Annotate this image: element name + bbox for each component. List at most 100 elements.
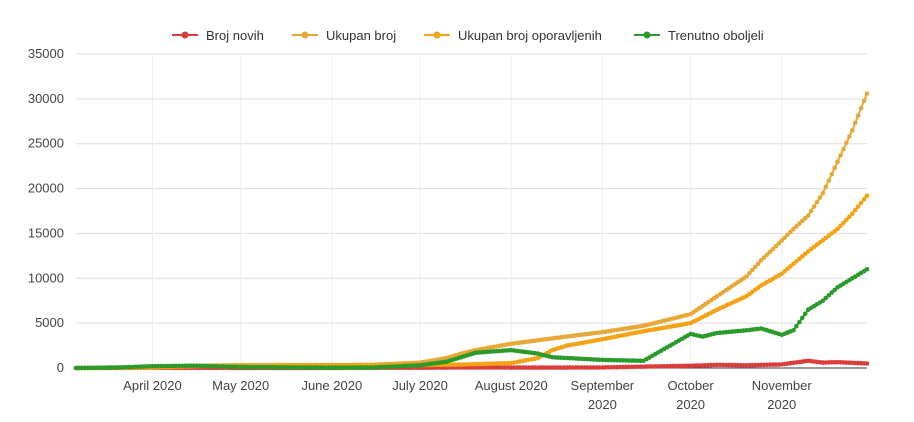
x-tick-label: November [752, 378, 813, 393]
data-point [811, 204, 817, 209]
legend-swatch-marker [433, 31, 441, 39]
data-point [864, 267, 870, 272]
y-tick-label: 15000 [28, 225, 64, 240]
data-point [838, 223, 843, 229]
legend-label: Broj novih [206, 28, 264, 43]
data-point [764, 252, 770, 257]
x-tick-label: May 2020 [212, 378, 269, 393]
data-point [829, 290, 834, 295]
x-axis: April 2020 May 2020 June 2020 July 2020 Augu… [123, 378, 812, 412]
data-point [850, 211, 855, 216]
x-tick-label: October [667, 378, 714, 393]
series-trenutno-oboljeli [73, 267, 870, 371]
x-tick-label: 2020 [767, 397, 796, 412]
y-tick-label: 0 [57, 360, 64, 375]
data-point [788, 229, 793, 235]
data-point [852, 120, 858, 126]
data-point [847, 214, 852, 219]
data-point [808, 208, 814, 214]
data-point [820, 190, 826, 196]
y-tick-label: 20000 [28, 181, 64, 196]
data-point [773, 243, 779, 249]
series-line [76, 93, 868, 369]
legend[interactable]: Broj novih Ukupan broj Ukupan broj oporavl… [172, 28, 764, 43]
legend-label: Ukupan broj [326, 28, 396, 43]
data-point [770, 246, 776, 252]
data-point [864, 361, 870, 366]
data-point [800, 315, 805, 321]
data-point [835, 159, 840, 164]
data-point [864, 193, 870, 198]
y-tick-label: 30000 [28, 91, 64, 106]
data-point [750, 267, 755, 273]
legend-label: Trenutno oboljeli [668, 28, 764, 43]
data-point [855, 204, 861, 209]
y-tick-label: 10000 [28, 270, 64, 285]
data-point [791, 328, 796, 333]
data-point [761, 255, 767, 260]
data-point [864, 91, 870, 96]
legend-swatch-marker [301, 31, 309, 39]
data-point [782, 235, 787, 240]
data-point [835, 226, 840, 232]
x-tick-label: July 2020 [392, 378, 448, 393]
data-point [794, 224, 799, 229]
data-point [844, 217, 849, 223]
data-point [800, 218, 805, 224]
y-tick-label: 35000 [28, 46, 64, 61]
data-point [838, 153, 843, 158]
legend-item[interactable]: Ukupan broj oporavljenih [424, 28, 602, 43]
legend-item[interactable]: Ukupan broj [292, 28, 396, 43]
data-point [794, 323, 799, 329]
legend-item[interactable]: Broj novih [172, 28, 264, 43]
data-point [861, 98, 867, 104]
series-line [76, 195, 868, 369]
data-point [841, 220, 846, 226]
data-point [852, 207, 858, 213]
data-point [841, 146, 846, 152]
legend-swatch-marker [643, 31, 651, 39]
data-point [817, 195, 823, 200]
data-point [753, 264, 758, 270]
data-point [802, 215, 808, 221]
legend-item[interactable]: Trenutno oboljeli [634, 28, 764, 43]
y-tick-label: 5000 [35, 315, 64, 330]
data-point [814, 199, 820, 205]
data-point [847, 134, 852, 139]
data-point [858, 105, 864, 111]
data-point [820, 298, 826, 304]
data-point [797, 319, 802, 325]
series-ukupan-broj-oporavljenih [73, 193, 870, 371]
data-point [850, 128, 855, 133]
data-point [844, 140, 849, 146]
data-point [797, 221, 802, 226]
data-point [826, 293, 832, 298]
legend-label: Ukupan broj oporavljenih [458, 28, 602, 43]
legend-swatch-marker [181, 31, 189, 39]
grid-lines [76, 53, 867, 369]
data-point [832, 165, 837, 171]
x-tick-label: April 2020 [123, 378, 182, 393]
data-point [767, 249, 773, 255]
data-point [805, 213, 811, 218]
data-point [758, 258, 764, 263]
data-point [802, 311, 808, 317]
data-point [855, 113, 861, 118]
x-tick-label: June 2020 [301, 378, 362, 393]
x-tick-label: 2020 [588, 397, 617, 412]
data-point [826, 178, 832, 183]
data-point [785, 232, 790, 238]
data-point [755, 261, 761, 266]
series-layer [73, 91, 870, 371]
data-point [747, 271, 752, 276]
y-axis: 0 5000 10000 15000 20000 25000 30000 35000 [28, 46, 64, 375]
data-point [858, 200, 864, 206]
x-tick-label: September [571, 378, 635, 393]
x-tick-label: 2020 [676, 397, 705, 412]
data-point [861, 197, 867, 202]
data-point [823, 295, 829, 301]
y-tick-label: 25000 [28, 136, 64, 151]
data-point [744, 274, 749, 279]
